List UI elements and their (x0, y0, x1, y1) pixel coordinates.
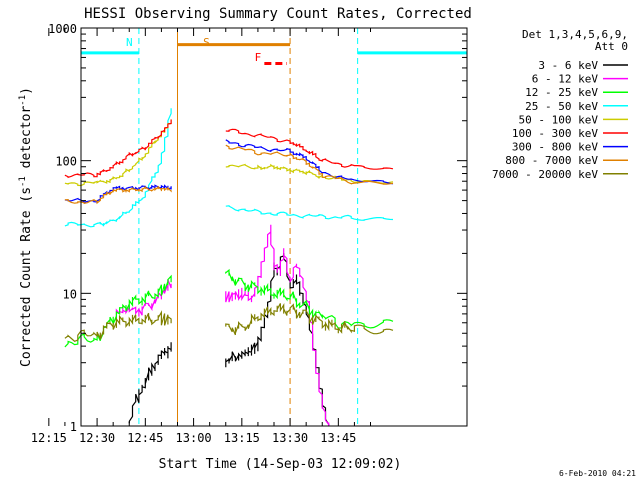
series-line-2 (64, 274, 172, 348)
series-line-7 (225, 144, 394, 185)
y-tick-label: 10 (63, 287, 77, 301)
y-tick-label: 1 (70, 420, 77, 434)
y-tick-label: 1000 (48, 22, 77, 36)
series-line-8 (225, 303, 394, 336)
legend-label: 50 - 100 keV (519, 113, 599, 126)
series-line-4 (225, 163, 394, 184)
chart-title: HESSI Observing Summary Count Rates, Cor… (84, 6, 472, 22)
series-line-5 (225, 128, 394, 170)
series-line-6 (225, 139, 394, 185)
legend-label: 7000 - 20000 keV (492, 168, 598, 181)
annotation-f: F (255, 51, 262, 64)
legend-label: 3 - 6 keV (538, 59, 598, 72)
legend-label: 100 - 300 keV (512, 127, 598, 140)
legend-label: 300 - 800 keV (512, 141, 598, 154)
legend-label: 6 - 12 keV (532, 73, 599, 86)
legend-label: 800 - 7000 keV (505, 154, 598, 167)
x-tick-label: 13:45 (320, 431, 356, 445)
series-line-3 (64, 108, 172, 228)
legend-label: 12 - 25 keV (525, 86, 598, 99)
y-axis-label: Corrected Count Rate (s-1 detector-1) (18, 87, 34, 367)
axis-layer: 12:15 12:30 12:45 13:00 13:15 13:30 13:45 1 10 10… (31, 22, 467, 445)
footer-date: 6-Feb-2010 04:21 (559, 469, 636, 478)
x-tick-label: 13:15 (224, 431, 260, 445)
series-line-7 (64, 185, 172, 205)
series-line-8 (64, 310, 172, 342)
annotation-n: N (126, 36, 133, 49)
annotation-s: S (203, 36, 210, 49)
y-tick-label: 100 (55, 155, 77, 169)
x-tick-label: 13:00 (176, 431, 212, 445)
series-line-2 (225, 268, 394, 329)
series-line-1 (225, 224, 330, 426)
x-axis-label: Start Time (14-Sep-03 12:09:02) (159, 457, 402, 472)
series-line-5 (64, 119, 172, 179)
series-line-3 (225, 205, 394, 221)
series-layer (64, 108, 394, 426)
legend-header: Att 0 (595, 40, 628, 53)
legend-header: Det 1,3,4,5,6,9, (522, 28, 628, 41)
x-tick-label: 12:15 (31, 431, 67, 445)
legend-label: 25 - 50 keV (525, 100, 598, 113)
x-tick-label: 12:30 (79, 431, 115, 445)
series-line-0 (128, 342, 172, 424)
x-tick-label: 12:45 (127, 431, 163, 445)
x-tick-label: 13:30 (272, 431, 308, 445)
